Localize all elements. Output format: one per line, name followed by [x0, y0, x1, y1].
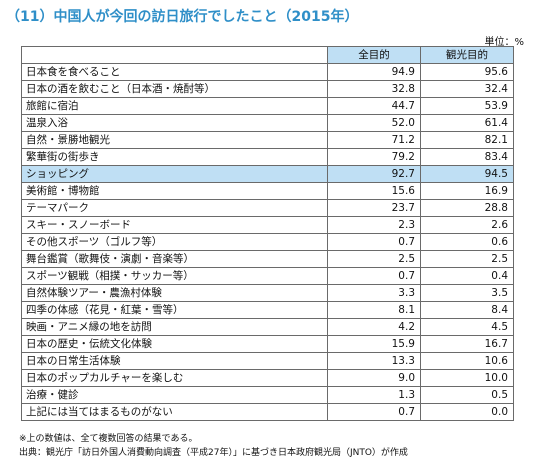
value-all-purposes: 1.3	[327, 386, 421, 404]
row-label: 旅館に宿泊	[21, 97, 328, 115]
table-row: ショッピング 92.7 94.5	[21, 165, 514, 183]
value-all-purposes: 44.7	[327, 97, 421, 115]
row-label: 映画・アニメ縁の地を訪問	[21, 318, 328, 336]
table-row: 日本のポップカルチャーを楽しむ 9.0 10.0	[21, 369, 514, 387]
value-tourism-purpose: 0.0	[420, 403, 514, 421]
value-tourism-purpose: 83.4	[420, 148, 514, 166]
table-row: 旅館に宿泊 44.7 53.9	[21, 97, 514, 115]
table-row: 四季の体感（花見・紅葉・雪等） 8.1 8.4	[21, 301, 514, 319]
table-row: スキー・スノーボード 2.3 2.6	[21, 216, 514, 234]
table-row: 上記には当てはまるものがない 0.7 0.0	[21, 403, 514, 421]
value-all-purposes: 8.1	[327, 301, 421, 319]
row-label: 繁華街の街歩き	[21, 148, 328, 166]
value-tourism-purpose: 10.0	[420, 369, 514, 387]
value-all-purposes: 32.8	[327, 80, 421, 98]
value-tourism-purpose: 82.1	[420, 131, 514, 149]
value-tourism-purpose: 28.8	[420, 199, 514, 217]
header-blank-cell	[21, 46, 328, 64]
table-row: テーマパーク 23.7 28.8	[21, 199, 514, 217]
row-label: 日本の日常生活体験	[21, 352, 328, 370]
table-row: 温泉入浴 52.0 61.4	[21, 114, 514, 132]
table-row: 自然・景勝地観光 71.2 82.1	[21, 131, 514, 149]
value-all-purposes: 0.7	[327, 233, 421, 251]
header-all-purposes: 全目的	[327, 46, 421, 64]
footnotes: ※上の数値は、全て複数回答の結果である。 出典：観光庁「訪日外国人消費動向調査（…	[19, 432, 408, 460]
value-all-purposes: 79.2	[327, 148, 421, 166]
note-multiple-answers: ※上の数値は、全て複数回答の結果である。	[19, 434, 198, 444]
table-row: 美術館・博物館 15.6 16.9	[21, 182, 514, 200]
note-source: 出典：観光庁「訪日外国人消費動向調査（平成27年）」に基づき日本政府観光局（JN…	[19, 448, 408, 458]
row-label: スポーツ観戦（相撲・サッカー等）	[21, 267, 328, 285]
table-row: 繁華街の街歩き 79.2 83.4	[21, 148, 514, 166]
value-tourism-purpose: 2.6	[420, 216, 514, 234]
row-label: 温泉入浴	[21, 114, 328, 132]
value-all-purposes: 94.9	[327, 63, 421, 81]
row-label: ショッピング	[21, 165, 328, 183]
value-all-purposes: 15.6	[327, 182, 421, 200]
value-all-purposes: 0.7	[327, 403, 421, 421]
value-tourism-purpose: 0.5	[420, 386, 514, 404]
row-label: 自然・景勝地観光	[21, 131, 328, 149]
value-all-purposes: 52.0	[327, 114, 421, 132]
table-row: 舞台鑑賞（歌舞伎・演劇・音楽等） 2.5 2.5	[21, 250, 514, 268]
value-tourism-purpose: 16.9	[420, 182, 514, 200]
table-row: 日本の歴史・伝統文化体験 15.9 16.7	[21, 335, 514, 353]
row-label: 日本食を食べること	[21, 63, 328, 81]
row-label: 舞台鑑賞（歌舞伎・演劇・音楽等）	[21, 250, 328, 268]
value-all-purposes: 3.3	[327, 284, 421, 302]
row-label: テーマパーク	[21, 199, 328, 217]
value-tourism-purpose: 53.9	[420, 97, 514, 115]
value-tourism-purpose: 32.4	[420, 80, 514, 98]
value-all-purposes: 71.2	[327, 131, 421, 149]
value-tourism-purpose: 0.4	[420, 267, 514, 285]
row-label: 日本の歴史・伝統文化体験	[21, 335, 328, 353]
row-label: その他スポーツ（ゴルフ等）	[21, 233, 328, 251]
row-label: 日本の酒を飲むこと（日本酒・焼酎等）	[21, 80, 328, 98]
unit-label: 単位：%	[484, 37, 524, 48]
value-tourism-purpose: 16.7	[420, 335, 514, 353]
table-row: 日本食を食べること 94.9 95.6	[21, 63, 514, 81]
value-all-purposes: 2.3	[327, 216, 421, 234]
value-tourism-purpose: 94.5	[420, 165, 514, 183]
table-header-row: 全目的 観光目的	[21, 46, 514, 64]
value-tourism-purpose: 2.5	[420, 250, 514, 268]
value-all-purposes: 92.7	[327, 165, 421, 183]
value-all-purposes: 2.5	[327, 250, 421, 268]
row-label: 治療・健診	[21, 386, 328, 404]
value-tourism-purpose: 8.4	[420, 301, 514, 319]
table-row: 映画・アニメ縁の地を訪問 4.2 4.5	[21, 318, 514, 336]
header-tourism-purpose: 観光目的	[420, 46, 514, 64]
value-all-purposes: 4.2	[327, 318, 421, 336]
value-tourism-purpose: 4.5	[420, 318, 514, 336]
table-body: 日本食を食べること 94.9 95.6 日本の酒を飲むこと（日本酒・焼酎等） 32.8 3…	[21, 63, 514, 421]
row-label: 四季の体感（花見・紅葉・雪等）	[21, 301, 328, 319]
table-row: 日本の日常生活体験 13.3 10.6	[21, 352, 514, 370]
table-row: 日本の酒を飲むこと（日本酒・焼酎等） 32.8 32.4	[21, 80, 514, 98]
value-tourism-purpose: 61.4	[420, 114, 514, 132]
row-label: 自然体験ツアー・農漁村体験	[21, 284, 328, 302]
table-row: スポーツ観戦（相撲・サッカー等） 0.7 0.4	[21, 267, 514, 285]
activities-table: 全目的 観光目的 日本食を食べること 94.9 95.6 日本の酒を飲むこと（日本酒・…	[21, 46, 514, 421]
value-tourism-purpose: 10.6	[420, 352, 514, 370]
value-all-purposes: 13.3	[327, 352, 421, 370]
row-label: 上記には当てはまるものがない	[21, 403, 328, 421]
value-tourism-purpose: 95.6	[420, 63, 514, 81]
table-row: 治療・健診 1.3 0.5	[21, 386, 514, 404]
row-label: 日本のポップカルチャーを楽しむ	[21, 369, 328, 387]
value-all-purposes: 9.0	[327, 369, 421, 387]
row-label: 美術館・博物館	[21, 182, 328, 200]
value-all-purposes: 0.7	[327, 267, 421, 285]
value-tourism-purpose: 3.5	[420, 284, 514, 302]
row-label: スキー・スノーボード	[21, 216, 328, 234]
value-all-purposes: 15.9	[327, 335, 421, 353]
page-title: （11）中国人が今回の訪日旅行でしたこと（2015年）	[6, 9, 359, 25]
table-row: その他スポーツ（ゴルフ等） 0.7 0.6	[21, 233, 514, 251]
value-all-purposes: 23.7	[327, 199, 421, 217]
table-row: 自然体験ツアー・農漁村体験 3.3 3.5	[21, 284, 514, 302]
value-tourism-purpose: 0.6	[420, 233, 514, 251]
